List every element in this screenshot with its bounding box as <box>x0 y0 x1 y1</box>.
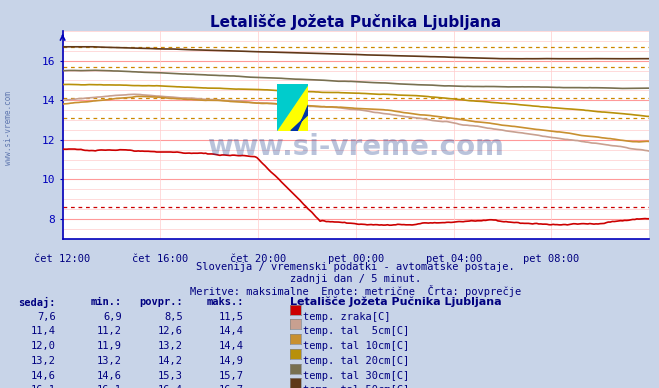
Text: pet 00:00: pet 00:00 <box>328 254 384 264</box>
Text: www.si-vreme.com: www.si-vreme.com <box>4 91 13 165</box>
Polygon shape <box>277 84 308 131</box>
Text: temp. tal  5cm[C]: temp. tal 5cm[C] <box>303 326 409 336</box>
Text: 16,4: 16,4 <box>158 385 183 388</box>
Text: temp. tal 30cm[C]: temp. tal 30cm[C] <box>303 371 409 381</box>
Text: 6,9: 6,9 <box>103 312 122 322</box>
Text: min.:: min.: <box>91 297 122 307</box>
Text: 14,2: 14,2 <box>158 356 183 366</box>
Text: čet 20:00: čet 20:00 <box>230 254 286 264</box>
Text: 14,9: 14,9 <box>219 356 244 366</box>
Text: 12,0: 12,0 <box>31 341 56 351</box>
Text: pet 04:00: pet 04:00 <box>426 254 482 264</box>
Text: temp. tal 10cm[C]: temp. tal 10cm[C] <box>303 341 409 351</box>
Text: čet 16:00: čet 16:00 <box>132 254 188 264</box>
Text: maks.:: maks.: <box>206 297 244 307</box>
Text: 16,1: 16,1 <box>31 385 56 388</box>
Text: 12,6: 12,6 <box>158 326 183 336</box>
Text: pet 08:00: pet 08:00 <box>523 254 579 264</box>
Text: 7,6: 7,6 <box>38 312 56 322</box>
Text: zadnji dan / 5 minut.: zadnji dan / 5 minut. <box>290 274 422 284</box>
Text: 14,4: 14,4 <box>219 326 244 336</box>
Text: čet 12:00: čet 12:00 <box>34 254 91 264</box>
Text: 13,2: 13,2 <box>158 341 183 351</box>
Text: 11,2: 11,2 <box>97 326 122 336</box>
Polygon shape <box>277 84 308 131</box>
Text: temp. zraka[C]: temp. zraka[C] <box>303 312 391 322</box>
Polygon shape <box>291 105 308 131</box>
Text: 14,6: 14,6 <box>97 371 122 381</box>
Text: Letališče Jožeta Pučnika Ljubljana: Letališče Jožeta Pučnika Ljubljana <box>290 297 501 307</box>
Text: povpr.:: povpr.: <box>140 297 183 307</box>
Text: 13,2: 13,2 <box>97 356 122 366</box>
Text: Slovenija / vremenski podatki - avtomatske postaje.: Slovenija / vremenski podatki - avtomats… <box>196 262 515 272</box>
Text: 8,5: 8,5 <box>165 312 183 322</box>
Text: temp. tal 50cm[C]: temp. tal 50cm[C] <box>303 385 409 388</box>
Text: Letališče Jožeta Pučnika Ljubljana: Letališče Jožeta Pučnika Ljubljana <box>210 14 501 29</box>
Text: sedaj:: sedaj: <box>18 297 56 308</box>
Text: www.si-vreme.com: www.si-vreme.com <box>208 133 504 161</box>
Text: 16,1: 16,1 <box>97 385 122 388</box>
Text: 15,7: 15,7 <box>219 371 244 381</box>
Text: 15,3: 15,3 <box>158 371 183 381</box>
Text: 14,6: 14,6 <box>31 371 56 381</box>
Text: 14,4: 14,4 <box>219 341 244 351</box>
Text: 16,7: 16,7 <box>219 385 244 388</box>
Text: Meritve: maksimalne  Enote: metrične  Črta: povprečje: Meritve: maksimalne Enote: metrične Črta… <box>190 285 521 297</box>
Text: 11,9: 11,9 <box>97 341 122 351</box>
Text: 11,4: 11,4 <box>31 326 56 336</box>
Text: 13,2: 13,2 <box>31 356 56 366</box>
Text: 11,5: 11,5 <box>219 312 244 322</box>
Text: temp. tal 20cm[C]: temp. tal 20cm[C] <box>303 356 409 366</box>
